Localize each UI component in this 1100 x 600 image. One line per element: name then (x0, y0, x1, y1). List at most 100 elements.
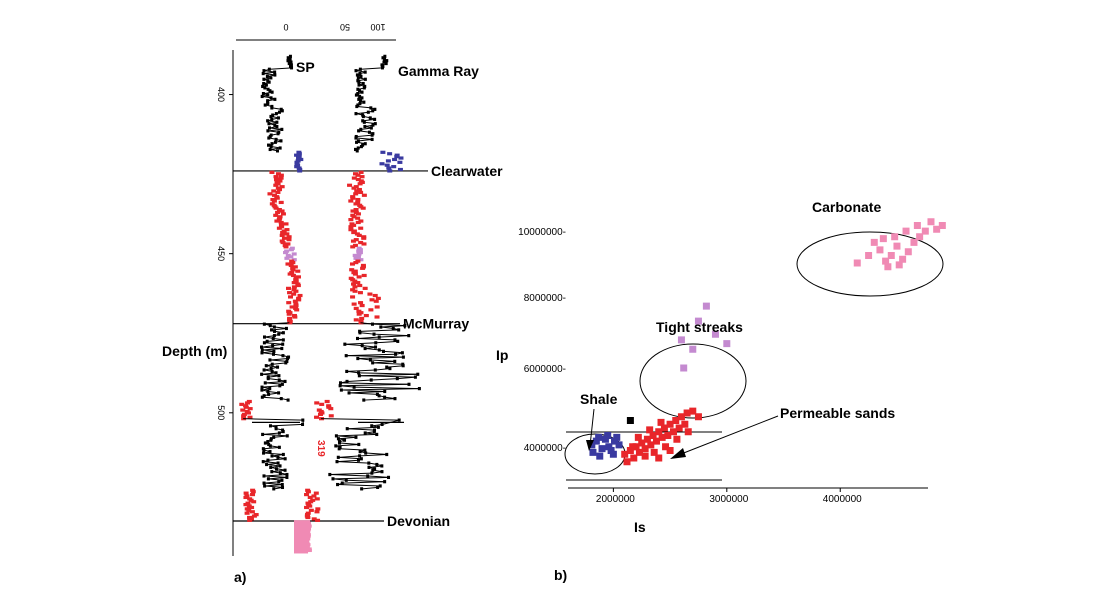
point-permeable-sands-17 (652, 437, 660, 445)
sp-sample-140 (288, 255, 294, 259)
sp-segment-194 (279, 332, 285, 335)
sp-sample-219 (262, 368, 266, 372)
sp-sample-164 (293, 289, 299, 293)
sp-segment-44 (272, 117, 280, 120)
gr-sample-112 (351, 215, 357, 219)
gr-segment-12 (360, 71, 366, 75)
sp-sample-121 (284, 228, 290, 232)
point-shale-3 (601, 435, 609, 443)
depth-tick-label-450: 450 (216, 246, 226, 261)
sp-segment-234 (262, 389, 269, 392)
sp-segment-193 (274, 330, 284, 334)
sp-sample-170 (296, 298, 302, 302)
gr-sample-149 (349, 268, 355, 272)
sp-segment-47 (269, 121, 278, 125)
sp-sample-162 (286, 286, 292, 290)
sp-sample-106 (273, 206, 279, 210)
sp-sample-135 (288, 248, 294, 252)
gr-sample-164 (352, 289, 358, 293)
gr-sample-10 (354, 69, 358, 73)
gr-sample-297 (336, 482, 340, 487)
gr-segment-286 (369, 466, 376, 470)
sp-sample-14 (265, 74, 269, 79)
point-carbonate-19 (895, 261, 903, 269)
depth-ticks: 400 450 500 (216, 87, 233, 420)
gr-sample-217 (385, 365, 389, 369)
sp-sample-207 (260, 351, 264, 355)
sp-sample-57 (267, 136, 271, 140)
gr-segment-38 (372, 108, 376, 112)
sp-segment-289 (272, 471, 281, 474)
sp-sample-200 (262, 341, 266, 345)
point-permeable-sands-31 (684, 428, 692, 436)
sp-segment-31 (268, 98, 276, 102)
sp-sample-177 (294, 308, 300, 312)
gr-sample-160 (357, 283, 363, 288)
gr-segment-211 (358, 356, 404, 360)
sp-sample-115 (274, 219, 280, 223)
sp-sample-141 (284, 256, 290, 260)
gr-sample-65 (354, 147, 358, 152)
point-shale-10 (615, 441, 623, 449)
sp-segment-230 (280, 383, 284, 387)
gr-sample-45 (361, 119, 365, 123)
gr-sample-27 (354, 93, 358, 97)
sp-segment-46 (268, 120, 278, 123)
gr-tick-50: 50 (340, 22, 350, 32)
point-shale-13 (613, 433, 621, 441)
gr-sample-241 (324, 399, 330, 404)
y-tick-label-0: 4000000- (524, 443, 566, 454)
gr-segment-17 (358, 78, 366, 82)
sp-sample-160 (295, 283, 301, 288)
sp-sample-308 (248, 498, 254, 502)
point-permeable-sands-13 (630, 454, 638, 462)
tight-streaks-label: Tight streaks (656, 319, 743, 335)
sp-sample-152 (287, 272, 293, 276)
sp-sample-288 (270, 470, 274, 474)
gr-segment-66 (355, 149, 359, 152)
sp-sample-1 (286, 56, 290, 60)
sp-sample-317 (244, 511, 250, 515)
sp-segment-285 (271, 465, 281, 468)
sp-sample-171 (292, 299, 298, 303)
gr-sample-20 (357, 83, 361, 87)
gr-sample-281 (335, 460, 339, 464)
sp-segment-278 (272, 455, 279, 458)
depth-axis-label: Depth (m) (162, 343, 227, 359)
gr-sample-120 (358, 226, 364, 230)
sp-segment-231 (262, 385, 281, 388)
sp-sample-87 (277, 179, 283, 183)
sp-segment-24 (268, 88, 271, 92)
gr-sample-79 (397, 167, 403, 172)
sp-sample-123 (280, 230, 286, 235)
gr-sample-121 (348, 228, 354, 232)
gr-sample-89 (357, 182, 363, 186)
shale-label: Shale (580, 391, 618, 407)
gr-sample-82 (352, 172, 358, 176)
point-tight-streaks-5 (723, 340, 731, 348)
gr-sample-158 (355, 281, 361, 285)
sp-sample-296 (262, 481, 266, 485)
gr-sample-132 (352, 243, 358, 247)
gr-sample-250 (317, 412, 323, 416)
point-permeable-sands-4 (643, 435, 651, 443)
point-shale-8 (589, 448, 597, 456)
gr-sample-78 (386, 166, 392, 170)
gr-sample-72 (392, 157, 398, 162)
sp-segment-210 (283, 355, 290, 358)
gr-sample-125 (356, 233, 362, 237)
gr-sample-161 (352, 285, 358, 289)
gr-sample-312 (307, 504, 313, 508)
gr-segment-271 (336, 445, 341, 448)
gr-sample-302 (305, 490, 311, 494)
point-tight-streaks-0 (702, 302, 710, 310)
sp-sample-251 (241, 414, 247, 418)
sp-segment-277 (272, 453, 284, 457)
sp-segment-284 (266, 464, 281, 467)
sp-segment-229 (265, 382, 283, 385)
sp-sample-281 (261, 460, 265, 464)
point-shale-6 (596, 452, 604, 460)
gr-segment-234 (341, 389, 386, 392)
gr-segment-227 (347, 379, 372, 382)
y-ticks: 4000000- 6000000- 8000000- 10000000- (518, 227, 566, 454)
